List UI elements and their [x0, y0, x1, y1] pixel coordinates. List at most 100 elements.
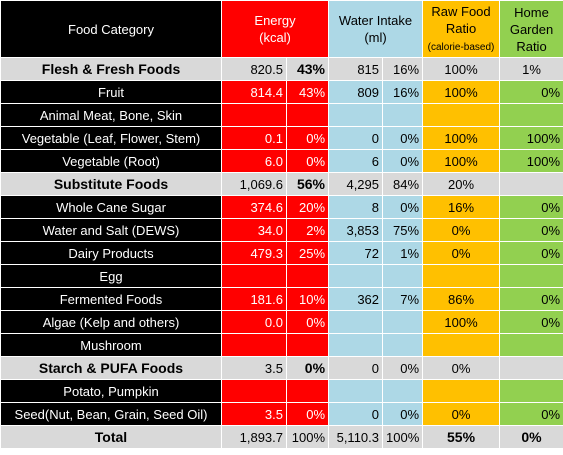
- table-row: Egg: [0, 264, 563, 288]
- group-row: Flesh & Fresh Foods 820.5 43% 815 16% 100% 1%: [0, 57, 563, 81]
- water-ml-cell: 0: [328, 402, 384, 426]
- water-ml-cell: 5,110.3: [328, 425, 384, 449]
- energy-pct-cell: [285, 264, 330, 288]
- home-garden-ratio-cell: [499, 356, 563, 380]
- raw-food-ratio-cell: 20%: [422, 172, 501, 196]
- water-pct-cell: 1%: [382, 241, 424, 265]
- category-cell: Potato, Pumpkin: [0, 379, 222, 403]
- category-cell: Algae (Kelp and others): [0, 310, 222, 334]
- category-cell: Seed(Nut, Bean, Grain, Seed Oil): [0, 402, 222, 426]
- energy-pct-cell: 43%: [285, 80, 330, 104]
- water-ml-cell: 809: [328, 80, 384, 104]
- raw-food-ratio-cell: 100%: [422, 80, 501, 104]
- header-raw-food-ratio: Raw Food Ratio (calorie-based): [422, 0, 501, 58]
- category-cell: Fermented Foods: [0, 287, 222, 311]
- energy-kcal-cell: 374.6: [221, 195, 287, 219]
- energy-pct-cell: 10%: [285, 287, 330, 311]
- energy-pct-cell: 25%: [285, 241, 330, 265]
- water-ml-cell: 0: [328, 356, 384, 380]
- raw-food-ratio-cell: 55%: [422, 425, 501, 449]
- water-pct-cell: 0%: [382, 356, 424, 380]
- energy-kcal-cell: [221, 333, 287, 357]
- raw-food-ratio-cell: 16%: [422, 195, 501, 219]
- category-cell: Mushroom: [0, 333, 222, 357]
- home-garden-ratio-cell: 0%: [499, 195, 563, 219]
- energy-pct-cell: 0%: [285, 149, 330, 173]
- water-pct-cell: [382, 379, 424, 403]
- raw-food-ratio-cell: 0%: [422, 402, 501, 426]
- energy-kcal-cell: [221, 103, 287, 127]
- total-row: Total 1,893.7 100% 5,110.3 100% 55% 0%: [0, 425, 563, 449]
- energy-pct-cell: [285, 333, 330, 357]
- water-pct-cell: 16%: [382, 57, 424, 81]
- category-cell: Egg: [0, 264, 222, 288]
- category-cell: Vegetable (Leaf, Flower, Stem): [0, 126, 222, 150]
- category-cell: Flesh & Fresh Foods: [0, 57, 222, 81]
- water-pct-cell: 0%: [382, 126, 424, 150]
- home-garden-ratio-cell: [499, 379, 563, 403]
- home-garden-ratio-cell: 1%: [499, 57, 563, 81]
- home-garden-ratio-cell: 0%: [499, 218, 563, 242]
- header-row: Food Category Energy (kcal) Water Intake(…: [0, 0, 563, 58]
- water-ml-cell: 0: [328, 126, 384, 150]
- energy-kcal-cell: 820.5: [221, 57, 287, 81]
- table-row: Potato, Pumpkin: [0, 379, 563, 403]
- header-water-intake: Water Intake (ml): [328, 0, 424, 58]
- header-food-category: Food Category: [0, 0, 222, 58]
- energy-kcal-cell: 6.0: [221, 149, 287, 173]
- energy-pct-cell: 0%: [285, 356, 330, 380]
- water-pct-cell: [382, 264, 424, 288]
- energy-kcal-cell: 0.0: [221, 310, 287, 334]
- water-pct-cell: 0%: [382, 149, 424, 173]
- energy-kcal-cell: 1,069.6: [221, 172, 287, 196]
- table-row: Dairy Products 479.3 25% 72 1% 0% 0%: [0, 241, 563, 265]
- raw-food-ratio-cell: 100%: [422, 57, 501, 81]
- group-row: Substitute Foods 1,069.6 56% 4,295 84% 20%: [0, 172, 563, 196]
- water-ml-cell: [328, 103, 384, 127]
- home-garden-ratio-cell: 0%: [499, 287, 563, 311]
- raw-food-ratio-cell: 100%: [422, 310, 501, 334]
- home-garden-ratio-cell: 0%: [499, 310, 563, 334]
- energy-kcal-cell: 479.3: [221, 241, 287, 265]
- water-pct-cell: 16%: [382, 80, 424, 104]
- energy-pct-cell: 0%: [285, 126, 330, 150]
- table-row: Water and Salt (DEWS) 34.0 2% 3,853 75% 0% 0%: [0, 218, 563, 242]
- raw-food-ratio-cell: 0%: [422, 218, 501, 242]
- table-row: Vegetable (Root) 6.0 0% 6 0% 100% 100%: [0, 149, 563, 173]
- water-pct-cell: [382, 310, 424, 334]
- water-ml-cell: 72: [328, 241, 384, 265]
- water-ml-cell: [328, 264, 384, 288]
- home-garden-ratio-cell: [499, 333, 563, 357]
- energy-kcal-cell: 181.6: [221, 287, 287, 311]
- group-row: Starch & PUFA Foods 3.5 0% 0 0% 0%: [0, 356, 563, 380]
- table-row: Whole Cane Sugar 374.6 20% 8 0% 16% 0%: [0, 195, 563, 219]
- raw-food-ratio-cell: [422, 264, 501, 288]
- water-pct-cell: 100%: [382, 425, 424, 449]
- raw-food-ratio-cell: 86%: [422, 287, 501, 311]
- table-row: Seed(Nut, Bean, Grain, Seed Oil) 3.5 0% 0 0%…: [0, 402, 563, 426]
- table-row: Algae (Kelp and others) 0.0 0% 100% 0%: [0, 310, 563, 334]
- home-garden-ratio-cell: [499, 172, 563, 196]
- energy-pct-cell: 43%: [285, 57, 330, 81]
- energy-kcal-cell: 34.0: [221, 218, 287, 242]
- energy-kcal-cell: 814.4: [221, 80, 287, 104]
- energy-kcal-cell: 0.1: [221, 126, 287, 150]
- water-pct-cell: 7%: [382, 287, 424, 311]
- category-cell: Animal Meat, Bone, Skin: [0, 103, 222, 127]
- water-ml-cell: 3,853: [328, 218, 384, 242]
- raw-food-ratio-cell: 0%: [422, 241, 501, 265]
- category-cell: Substitute Foods: [0, 172, 222, 196]
- water-ml-cell: [328, 333, 384, 357]
- category-cell: Vegetable (Root): [0, 149, 222, 173]
- home-garden-ratio-cell: [499, 264, 563, 288]
- energy-kcal-cell: 1,893.7: [221, 425, 287, 449]
- water-ml-cell: [328, 310, 384, 334]
- water-ml-cell: 815: [328, 57, 384, 81]
- raw-food-ratio-cell: [422, 333, 501, 357]
- category-cell: Whole Cane Sugar: [0, 195, 222, 219]
- energy-pct-cell: 0%: [285, 310, 330, 334]
- category-cell: Total: [0, 425, 222, 449]
- water-pct-cell: 0%: [382, 402, 424, 426]
- water-ml-cell: [328, 379, 384, 403]
